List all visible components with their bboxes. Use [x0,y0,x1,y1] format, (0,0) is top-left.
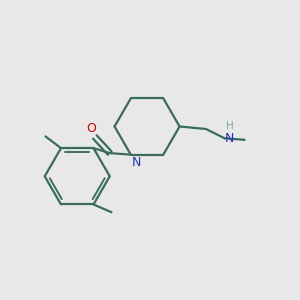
Text: O: O [86,122,96,134]
Text: N: N [132,156,141,169]
Text: H: H [226,122,234,131]
Text: N: N [225,132,235,145]
